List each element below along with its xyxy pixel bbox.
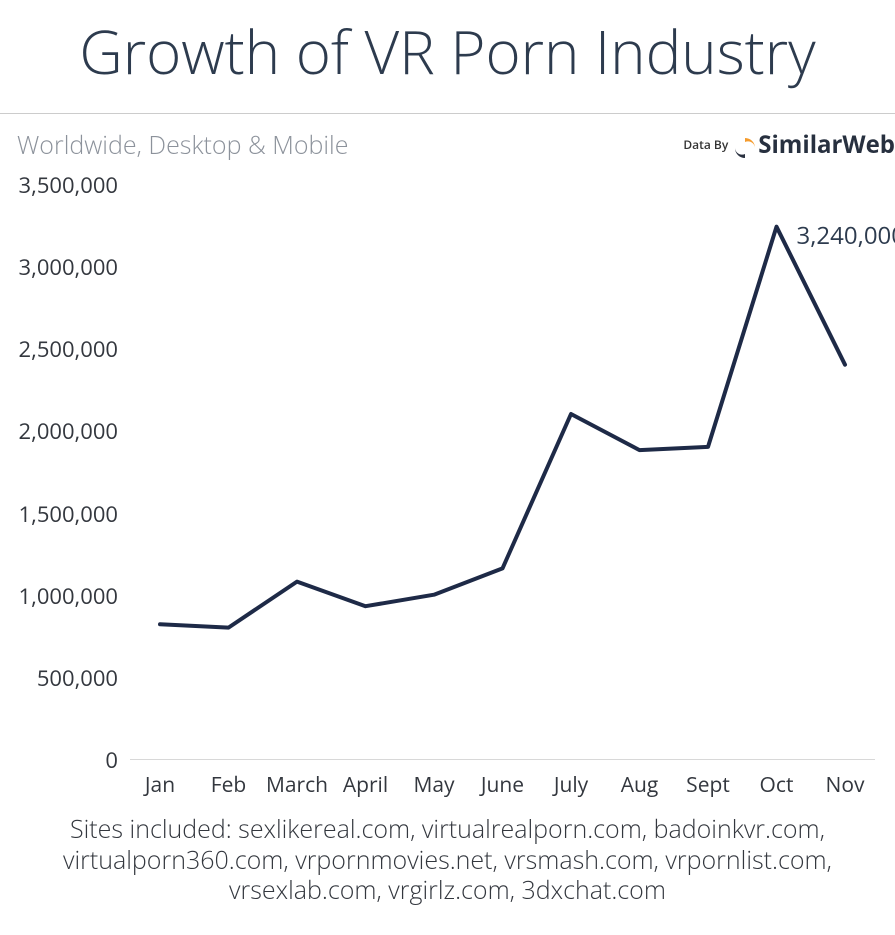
x-tick-label: May bbox=[413, 771, 454, 799]
footer-sources: Sites included: sexlikereal.com, virtual… bbox=[0, 814, 895, 906]
brand-attribution: Data By SimilarWeb bbox=[683, 128, 895, 161]
x-tick-label: Oct bbox=[760, 771, 794, 799]
x-tick-label: Aug bbox=[621, 771, 659, 799]
brand-name: SimilarWeb bbox=[758, 128, 895, 161]
y-tick-label: 500,000 bbox=[0, 663, 118, 693]
brand-prefix: Data By bbox=[683, 136, 728, 153]
page-title: Growth of VR Porn Industry bbox=[79, 10, 815, 92]
chart-area: 0 500,000 1,000,000 1,500,000 2,000,000 2,500… bbox=[0, 169, 895, 814]
y-tick-label: 3,000,000 bbox=[0, 252, 118, 282]
y-tick-label: 3,500,000 bbox=[0, 170, 118, 200]
x-tick-label: Nov bbox=[826, 771, 865, 799]
title-bar: Growth of VR Porn Industry bbox=[0, 0, 895, 114]
y-tick-label: 1,500,000 bbox=[0, 499, 118, 529]
x-tick-label: Jan bbox=[145, 771, 175, 799]
x-tick-label: Feb bbox=[211, 771, 246, 799]
x-tick-label: July bbox=[554, 771, 588, 799]
subtitle: Worldwide, Desktop & Mobile bbox=[17, 128, 348, 162]
x-tick-label: Sept bbox=[686, 771, 730, 799]
x-tick-label: June bbox=[481, 771, 524, 799]
brand-swirl-icon bbox=[734, 134, 756, 156]
data-line bbox=[160, 227, 845, 628]
y-tick-label: 1,000,000 bbox=[0, 581, 118, 611]
x-tick-label: April bbox=[343, 771, 388, 799]
peak-callout: 3,240,000 bbox=[797, 219, 895, 252]
subheader: Worldwide, Desktop & Mobile Data By Simi… bbox=[0, 114, 895, 169]
y-tick-label: 2,500,000 bbox=[0, 334, 118, 364]
y-tick-label: 0 bbox=[0, 745, 118, 775]
brand-logo: SimilarWeb bbox=[734, 128, 895, 161]
y-tick-label: 2,000,000 bbox=[0, 416, 118, 446]
x-tick-label: March bbox=[266, 771, 328, 799]
x-axis-line bbox=[130, 759, 875, 760]
plot-region bbox=[130, 184, 875, 759]
